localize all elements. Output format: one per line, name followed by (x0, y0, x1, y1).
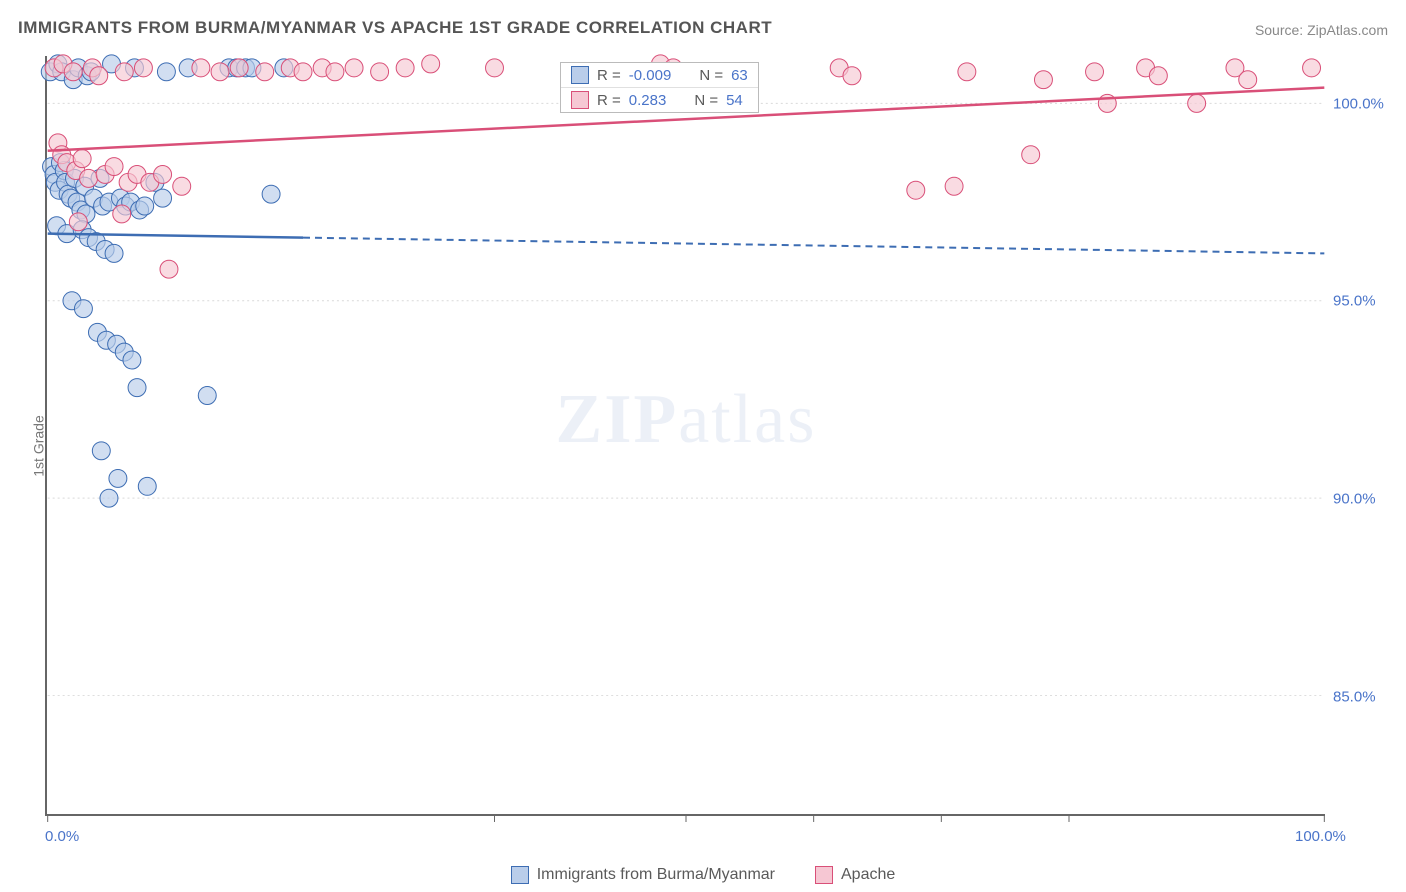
legend-swatch-burma (571, 66, 589, 84)
plot-svg (47, 56, 1325, 814)
n-label: N = (694, 92, 718, 109)
stats-legend: R = -0.009 N = 63 R = 0.283 N = 54 (560, 62, 759, 113)
bottom-label-burma: Immigrants from Burma/Myanmar (537, 866, 775, 884)
n-value-apache: 54 (726, 92, 743, 109)
y-tick-label: 95.0% (1333, 293, 1385, 310)
bottom-label-apache: Apache (841, 866, 895, 884)
legend-swatch-apache (571, 91, 589, 109)
bottom-legend-item-apache: Apache (815, 866, 895, 884)
y-tick-label: 85.0% (1333, 689, 1385, 706)
bottom-legend: Immigrants from Burma/Myanmar Apache (0, 866, 1406, 884)
y-tick-label: 90.0% (1333, 491, 1385, 508)
r-value-apache: 0.283 (629, 92, 667, 109)
n-value-burma: 63 (731, 67, 748, 84)
stats-legend-row-burma: R = -0.009 N = 63 (561, 63, 758, 88)
stats-legend-row-apache: R = 0.283 N = 54 (561, 88, 758, 112)
bottom-swatch-burma (511, 866, 529, 884)
bottom-swatch-apache (815, 866, 833, 884)
plot-area: ZIPatlas (45, 56, 1325, 816)
r-value-burma: -0.009 (629, 67, 672, 84)
chart-title: IMMIGRANTS FROM BURMA/MYANMAR VS APACHE … (18, 18, 772, 38)
bottom-legend-item-burma: Immigrants from Burma/Myanmar (511, 866, 775, 884)
x-tick-label: 0.0% (45, 828, 79, 845)
n-label: N = (699, 67, 723, 84)
chart-container: IMMIGRANTS FROM BURMA/MYANMAR VS APACHE … (0, 0, 1406, 892)
y-tick-label: 100.0% (1333, 95, 1385, 112)
r-label: R = (597, 92, 621, 109)
x-tick-label: 100.0% (1295, 828, 1346, 845)
source-label: Source: ZipAtlas.com (1255, 22, 1388, 38)
r-label: R = (597, 67, 621, 84)
